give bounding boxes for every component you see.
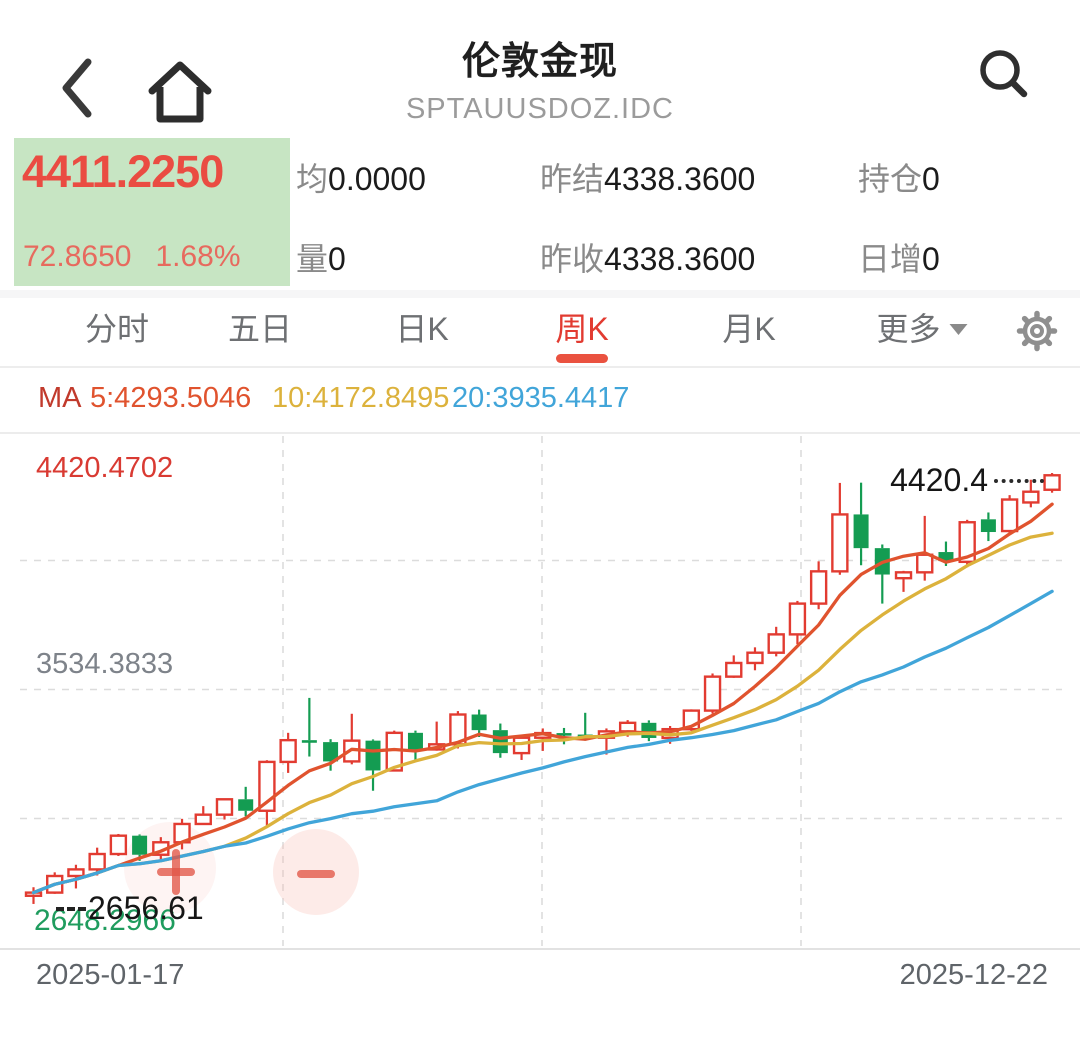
last-price: 4411.2250 bbox=[22, 146, 224, 197]
tab-daily-k[interactable]: 日K bbox=[395, 311, 449, 347]
price-change-row: 72.8650 1.68% bbox=[23, 240, 241, 274]
start-date-label: 2025-01-17 bbox=[36, 959, 185, 991]
stat-prev-settle: 昨结4338.3600 bbox=[540, 161, 756, 197]
ma-legend-title: MA bbox=[38, 382, 82, 414]
price-change-percent: 1.68% bbox=[155, 240, 241, 273]
search-button[interactable] bbox=[966, 38, 1042, 114]
price-panel: 4411.2250 72.8650 1.68% bbox=[14, 138, 290, 286]
zoom-in-button[interactable] bbox=[148, 844, 204, 900]
end-date-label: 2025-12-22 bbox=[899, 959, 1048, 991]
tab-fenshi[interactable]: 分时 bbox=[84, 311, 150, 347]
tab-weekly-k[interactable]: 周K bbox=[555, 311, 609, 347]
zoom-out-button[interactable] bbox=[288, 846, 344, 902]
stat-prev-close: 昨收4338.3600 bbox=[540, 241, 756, 277]
header: 伦敦金现 SPTAUUSDOZ.IDC bbox=[0, 0, 1080, 132]
settings-button[interactable] bbox=[1015, 300, 1059, 362]
stat-volume: 量0 bbox=[296, 241, 346, 277]
back-button[interactable] bbox=[50, 52, 106, 124]
search-icon bbox=[980, 50, 1028, 98]
section-divider bbox=[0, 290, 1080, 298]
period-tabs: 分时 五日 日K 周K 月K 更多 bbox=[0, 298, 1080, 368]
page-title: 伦敦金现 bbox=[461, 41, 618, 83]
ma5-value: 5:4293.5046 bbox=[90, 382, 252, 414]
quote-section: 4411.2250 72.8650 1.68% 均0.0000 量0 昨结433… bbox=[0, 132, 1080, 290]
high-marker-leader bbox=[994, 478, 1044, 483]
stat-average: 均0.0000 bbox=[296, 161, 426, 197]
gear-icon bbox=[1016, 310, 1058, 352]
high-price-marker: 4420.4 bbox=[890, 462, 1044, 499]
tab-monthly-k[interactable]: 月K bbox=[722, 311, 776, 347]
instrument-code: SPTAUUSDOZ.IDC bbox=[405, 93, 675, 125]
stat-open-interest: 持仓0 bbox=[858, 161, 940, 197]
low-price-marker: 2656.61 bbox=[56, 890, 204, 927]
ma-legend: MA 5:4293.5046 10:4172.8495 20:3935.4417 bbox=[0, 368, 1080, 432]
kline-chart[interactable]: 4420.4702 3534.3833 2648.2966 2656.61 44… bbox=[0, 432, 1080, 950]
price-change: 72.8650 bbox=[23, 240, 132, 273]
header-titles: 伦敦金现 SPTAUUSDOZ.IDC bbox=[0, 0, 1080, 126]
active-tab-underline bbox=[556, 354, 608, 363]
home-icon bbox=[148, 61, 212, 123]
ma10-value: 10:4172.8495 bbox=[272, 382, 450, 414]
stat-daily-increase: 日增0 bbox=[858, 241, 940, 277]
ma20-value: 20:3935.4417 bbox=[452, 382, 630, 414]
low-marker-leader bbox=[56, 906, 86, 911]
chevron-down-icon bbox=[949, 323, 968, 335]
axis-mid-label: 3534.3833 bbox=[36, 648, 174, 680]
tab-five-day[interactable]: 五日 bbox=[227, 311, 293, 347]
home-button[interactable] bbox=[140, 50, 220, 128]
back-chevron-icon bbox=[62, 58, 92, 118]
minus-icon bbox=[297, 870, 335, 878]
tab-more[interactable]: 更多 bbox=[876, 298, 968, 356]
axis-max-label: 4420.4702 bbox=[36, 452, 174, 484]
x-axis-labels: 2025-01-17 2025-12-22 bbox=[0, 950, 1080, 992]
